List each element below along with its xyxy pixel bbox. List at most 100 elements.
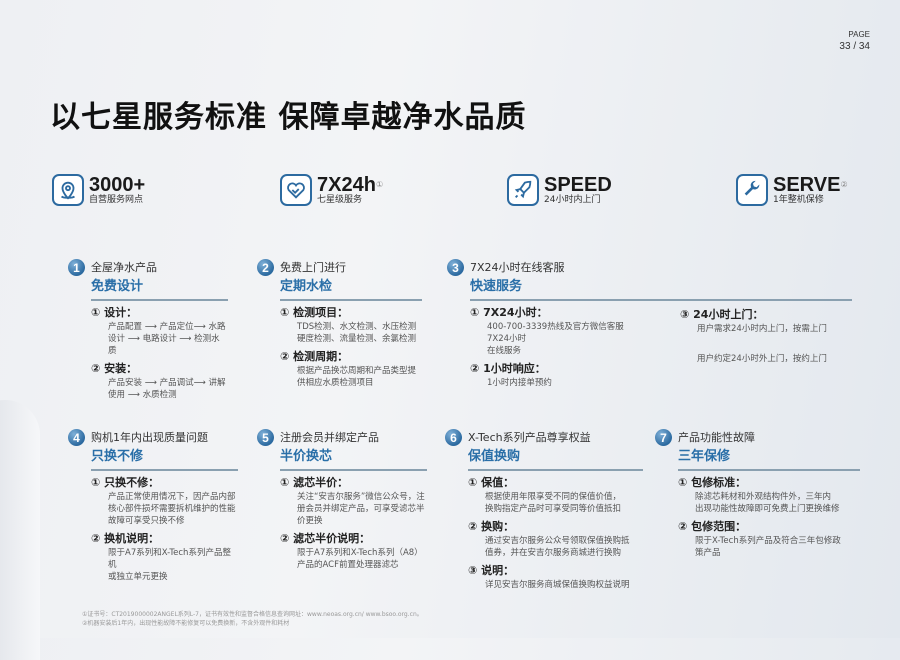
section-divider [470,299,852,301]
section-subtitle: 免费上门进行 [280,260,346,274]
service-item: ② 换机说明： 限于A7系列和X-Tech系列产品整机 或独立单元更换 [91,532,238,583]
section-number-badge: 4 [68,429,85,446]
item-text: 通过安吉尔服务公众号领取保值换购抵 值券，并在安吉尔服务商城进行换购 [485,535,630,558]
page-sep: / [853,41,857,52]
item-text: 除滤芯耗材和外观结构件外，三年内 出现功能性故障即可免费上门更换维修 [695,491,840,514]
item-heading: ② 检测周期： [280,349,349,363]
feature-value: SPEED [544,173,612,196]
service-item: ① 只换不修： 产品正常使用情况下，因产品内部 核心部件损坏需要拆机维护的性能 故… [91,476,238,527]
item-heading: ② 滤芯半价说明： [280,531,371,545]
service-item: ① 滤芯半价： 关注“安吉尔服务”微信公众号，注 册会员并绑定产品，可享受滤芯半 … [280,476,427,527]
service-section-5: 5 注册会员并绑定产品 半价换芯 ① 滤芯半价： 关注“安吉尔服务”微信公众号，注 … [257,429,427,571]
feature-2: 7X24h① 七星级服务 [280,174,383,206]
item-text: 根据使用年限享受不同的保值价值， 换购指定产品时可享受同等价值抵扣 [485,491,622,514]
item-text: 产品正常使用情况下，因产品内部 核心部件损坏需要拆机维护的性能 故障可享受只换不… [108,491,236,526]
item-text: 400-700-3339热线及官方微信客服7X24小时 在线服务 [487,321,624,356]
feature-4: SERVE② 1年整机保修 [736,174,848,206]
heart-handshake-icon [280,174,312,206]
item-heading: ② 换机说明： [91,531,160,545]
rocket-icon [507,174,539,206]
section-divider [280,469,427,471]
service-item: ② 滤芯半价说明： 限于A7系列和X-Tech系列（A8） 产品的ACF前置处理器… [280,532,427,571]
section-subtitle: 购机1年内出现质量问题 [91,430,208,444]
section-divider [91,469,238,471]
service-section-2: 2 免费上门进行 定期水检 ① 检测项目： TDS检测、水文检测、水压检测 硬度检测… [257,259,422,389]
feature-value: 3000+ [89,173,146,196]
service-items-left: ① 7X24小时： 400-700-3339热线及官方微信客服7X24小时 在线服… [447,306,642,389]
section-title: 半价换芯 [280,449,333,464]
location-pin-icon [52,174,84,206]
item-heading: ② 安装： [91,361,138,375]
item-text: 详见安吉尔服务商城保值换购权益说明 [485,579,630,590]
section-subtitle: 注册会员并绑定产品 [280,430,379,444]
service-section-1: 1 全屋净水产品 免费设计 ① 设计： 产品配置 ⟶ 产品定位⟶ 水路 设计 ⟶ 电… [68,259,228,401]
service-item: ① 检测项目： TDS检测、水文检测、水压检测 硬度检测、流量检测、余氯检测 [280,306,422,345]
section-divider [468,469,643,471]
service-item: ② 安装： 产品安装 ⟶ 产品调试⟶ 讲解 使用 ⟶ 水质检测 [91,362,228,401]
feature-1: 3000+ 自营服务网点 [52,174,145,206]
feature-caption: 七星级服务 [317,194,363,205]
item-heading: ① 检测项目： [280,305,349,319]
service-item: ② 包修范围： 限于X-Tech系列产品及符合三年包修政 策产品 [678,520,860,559]
item-text: TDS检测、水文检测、水压检测 硬度检测、流量检测、余氯检测 [297,321,417,344]
service-item: ② 1小时响应： 1小时内接单预约 [470,362,642,389]
person-photo [0,400,40,660]
section-number-badge: 1 [68,259,85,276]
item-heading: ② 包修范围： [678,519,747,533]
section-title: 定期水检 [280,279,333,294]
item-text: 1小时内接单预约 [487,377,552,388]
item-heading: ① 7X24小时： [470,305,548,319]
section-title: 三年保修 [678,449,731,464]
item-text: 关注“安吉尔服务”微信公众号，注 册会员并绑定产品，可享受滤芯半 价更换 [297,491,425,526]
footnote: ②机器安装后1年内，出现性能故障不能修复可以免费换新，不含外观件和耗材 [82,620,290,627]
page-total: 34 [858,41,870,52]
item-heading: ③ 24小时上门： [680,308,764,321]
service-section-6: 6 X-Tech系列产品尊享权益 保值换购 ① 保值： 根据使用年限享受不同的保值价… [445,429,643,591]
section-number-badge: 7 [655,429,672,446]
service-item: ① 7X24小时： 400-700-3339热线及官方微信客服7X24小时 在线服… [470,306,642,357]
service-item: ③ 说明： 详见安吉尔服务商城保值换购权益说明 [468,564,643,591]
section-number-badge: 2 [257,259,274,276]
section-number-badge: 5 [257,429,274,446]
service-items-right: ③ 24小时上门： 用户需求24小时内上门，按需上门 用户约定24小时外上门，按约上… [657,303,852,365]
feature-caption: 1年整机保修 [773,194,824,205]
item-text: 限于A7系列和X-Tech系列（A8） 产品的ACF前置处理器滤芯 [297,547,423,570]
section-divider [678,469,860,471]
item-heading: ② 换购： [468,519,515,533]
service-item: ① 保值： 根据使用年限享受不同的保值价值， 换购指定产品时可享受同等价值抵扣 [468,476,643,515]
feature-value: SERVE [773,173,841,196]
item-text: 用户需求24小时内上门，按需上门 [697,324,827,334]
item-text: 限于A7系列和X-Tech系列产品整机 或独立单元更换 [108,547,231,582]
section-number-badge: 3 [447,259,464,276]
item-heading: ① 保值： [468,475,515,489]
item-heading: ① 滤芯半价： [280,475,349,489]
item-text: 用户约定24小时外上门，按约上门 [697,354,827,364]
item-heading: ① 包修标准： [678,475,747,489]
feature-note-mark: ① [375,179,384,189]
page-title: 以七星服务标准 保障卓越净水品质 [50,100,527,135]
section-subtitle: 全屋净水产品 [91,260,157,274]
section-title: 保值换购 [468,449,521,464]
service-section-3: 3 7X24小时在线客服 快速服务 ① 7X24小时： 400-700-3339热线… [447,259,852,389]
service-item: ① 包修标准： 除滤芯耗材和外观结构件外，三年内 出现功能性故障即可免费上门更换维… [678,476,860,515]
feature-note-mark: ② [840,179,848,189]
feature-3: SPEED 24小时内上门 [507,174,612,206]
service-item: ③ 24小时上门： 用户需求24小时内上门，按需上门 [680,308,852,335]
service-section-4: 4 购机1年内出现质量问题 只换不修 ① 只换不修： 产品正常使用情况下，因产品内部… [68,429,238,583]
item-text: 产品安装 ⟶ 产品调试⟶ 讲解 使用 ⟶ 水质检测 [108,377,226,400]
section-subtitle: X-Tech系列产品尊享权益 [468,430,591,444]
footnotes: ①证书号：CT2019000002ANGEL系列L-7，证书有效性和监督合格信息… [82,610,442,628]
footnote: ①证书号：CT2019000002ANGEL系列L-7，证书有效性和监督合格信息… [82,611,423,618]
section-subtitle: 7X24小时在线客服 [470,260,565,274]
feature-caption: 24小时内上门 [544,194,601,205]
item-text: 限于X-Tech系列产品及符合三年包修政 策产品 [695,535,841,558]
item-text: 产品配置 ⟶ 产品定位⟶ 水路 设计 ⟶ 电路设计 ⟶ 检测水质 [108,321,226,356]
page-number: 33 / 34 [839,41,870,52]
section-subtitle: 产品功能性故障 [678,430,755,444]
service-item: ② 换购： 通过安吉尔服务公众号领取保值换购抵 值券，并在安吉尔服务商城进行换购 [468,520,643,559]
service-item: ① 设计： 产品配置 ⟶ 产品定位⟶ 水路 设计 ⟶ 电路设计 ⟶ 检测水质 [91,306,228,357]
section-number-badge: 6 [445,429,462,446]
service-item: ② 检测周期： 根据产品换芯周期和产品类型提 供相应水质检测项目 [280,350,422,389]
section-divider [280,299,422,301]
section-title: 快速服务 [470,279,523,294]
